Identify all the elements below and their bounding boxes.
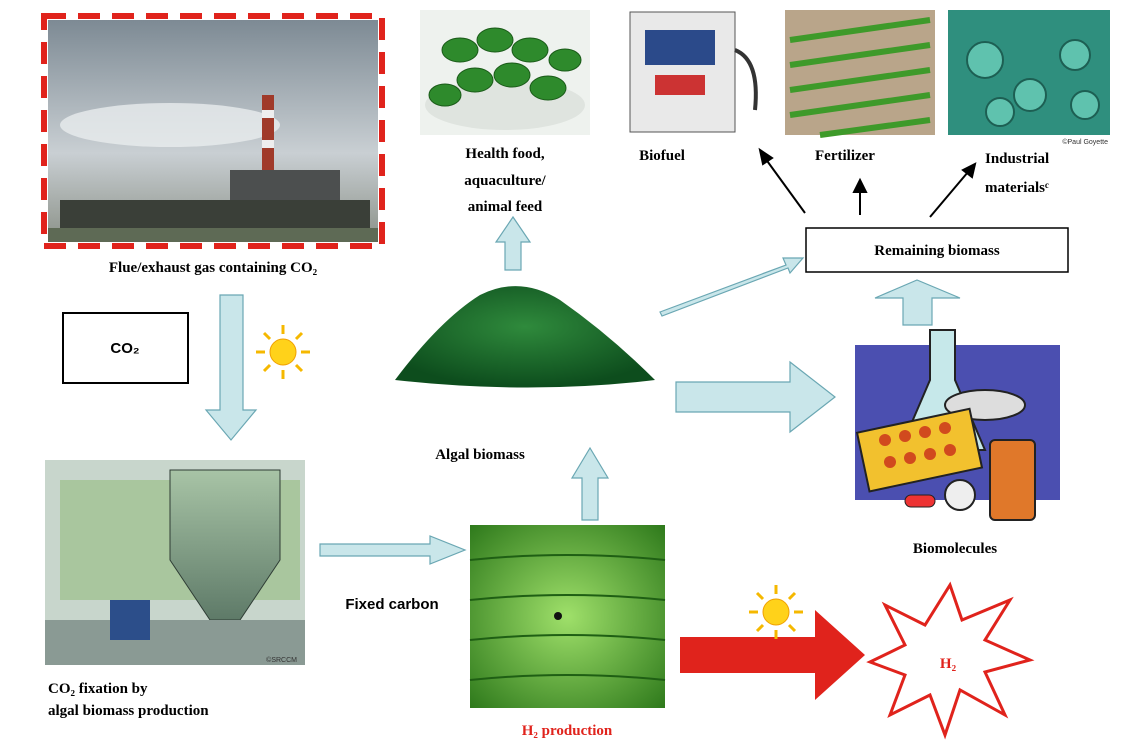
label: Fixed carbon	[345, 596, 438, 613]
h2-culture-photo	[469, 525, 666, 708]
field-photo	[785, 10, 935, 138]
remaining-box	[805, 227, 1069, 273]
arrow	[570, 446, 610, 521]
arrow	[204, 294, 258, 441]
label: animal feed	[468, 199, 543, 215]
co2-box	[62, 312, 189, 384]
label: CO₂	[110, 340, 139, 357]
label: Algal biomass	[435, 447, 525, 463]
arrows	[758, 147, 977, 218]
label: Remaining biomass	[874, 243, 1000, 259]
label: H₂	[940, 656, 957, 672]
factory-photo	[48, 20, 378, 242]
algae-pile	[395, 286, 655, 388]
biomolecules-clipart	[855, 329, 1060, 521]
label: CO₂ fixation by	[48, 681, 148, 697]
arrow	[675, 360, 836, 434]
bioreactor-photo	[45, 460, 305, 665]
fuel-pump-image	[629, 11, 758, 133]
label: Biomolecules	[913, 541, 997, 557]
tubes-photo	[948, 10, 1110, 135]
arrow	[494, 215, 532, 271]
arrow	[659, 257, 805, 317]
label: Fertilizer	[815, 148, 875, 164]
arrow	[680, 610, 865, 700]
label: Flue/exhaust gas containing CO₂	[109, 260, 318, 276]
label: Industrial	[985, 151, 1049, 167]
label: materialsᶜ	[985, 180, 1049, 196]
label: H₂ production	[522, 723, 613, 739]
sun	[256, 325, 310, 379]
pills-photo	[420, 10, 590, 135]
label: Biofuel	[639, 148, 685, 164]
h2-starburst	[866, 581, 1035, 740]
arrow	[874, 279, 961, 326]
label: algal biomass production	[48, 703, 209, 719]
sun	[749, 585, 803, 639]
credit: ©SRCCM	[266, 656, 297, 664]
arrow	[319, 535, 467, 565]
label: Health food,	[465, 146, 544, 162]
label: aquaculture/	[464, 173, 546, 189]
credit: ©Paul Goyette	[1062, 138, 1108, 146]
highlight-border	[41, 13, 385, 249]
